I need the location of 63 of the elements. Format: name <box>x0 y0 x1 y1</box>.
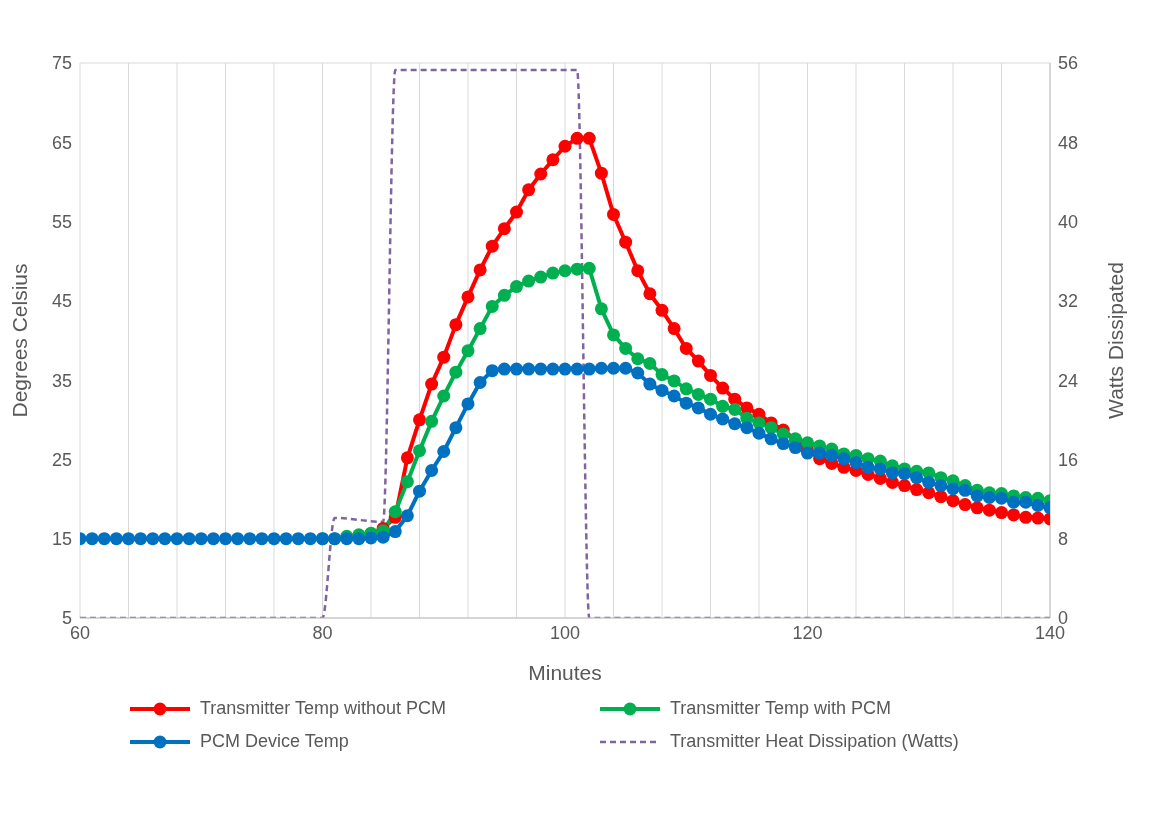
point <box>607 207 620 221</box>
y-tick-label: 15 <box>51 529 72 550</box>
point <box>643 287 657 301</box>
y2-tick-label: 16 <box>1058 449 1079 470</box>
point <box>413 413 426 427</box>
point <box>534 167 548 181</box>
point <box>497 222 511 236</box>
point <box>558 139 572 153</box>
point <box>619 235 633 249</box>
point <box>704 368 717 382</box>
y2-axis-title: Watts Dissipated <box>1104 262 1128 419</box>
legend-label: PCM Device Temp <box>200 731 349 752</box>
point <box>958 498 972 512</box>
point <box>546 153 560 167</box>
y-axis-title: Degrees Celsius <box>8 263 32 418</box>
point <box>910 483 924 497</box>
y2-tick-label: 8 <box>1058 529 1069 550</box>
y-tick-label: 75 <box>51 53 72 74</box>
point <box>995 506 1008 520</box>
x-tick-label: 100 <box>549 622 581 643</box>
y2-tick-label: 40 <box>1058 211 1079 232</box>
point <box>1031 511 1045 525</box>
y-tick-label: 35 <box>51 370 72 391</box>
point <box>461 290 475 304</box>
point <box>1019 510 1033 524</box>
point <box>594 166 608 180</box>
y-tick-label: 5 <box>61 608 72 629</box>
point <box>631 264 645 278</box>
point <box>1007 508 1021 522</box>
y2-tick-label: 56 <box>1058 53 1079 74</box>
y-tick-label: 65 <box>51 132 72 153</box>
point <box>425 377 439 391</box>
point <box>437 350 451 364</box>
y2-tick-label: 48 <box>1058 132 1079 153</box>
y2-tick-label: 24 <box>1058 370 1079 391</box>
legend-label: Transmitter Heat Dissipation (Watts) <box>670 731 959 752</box>
point <box>691 354 705 368</box>
point <box>716 381 730 395</box>
point <box>934 490 948 504</box>
point <box>946 494 960 508</box>
x-tick-label: 80 <box>312 622 333 643</box>
legend-label: Transmitter Temp with PCM <box>670 698 892 719</box>
x-tick-label: 120 <box>792 622 823 643</box>
x-axis-title: Minutes <box>528 661 602 684</box>
point <box>898 479 911 493</box>
point <box>570 131 584 145</box>
point <box>400 451 414 465</box>
point <box>655 303 669 317</box>
point <box>667 322 681 336</box>
point <box>982 503 996 517</box>
point <box>449 318 463 332</box>
y-tick-label: 25 <box>51 449 72 470</box>
point <box>510 205 523 219</box>
point <box>582 131 596 145</box>
y-tick-label: 45 <box>51 291 72 312</box>
y2-tick-label: 32 <box>1058 291 1079 312</box>
point <box>485 239 499 253</box>
point <box>679 341 693 355</box>
legend-label: Transmitter Temp without PCM <box>200 698 447 719</box>
point <box>473 263 487 277</box>
point <box>970 501 984 515</box>
point <box>522 183 536 197</box>
y-tick-label: 55 <box>51 211 72 232</box>
